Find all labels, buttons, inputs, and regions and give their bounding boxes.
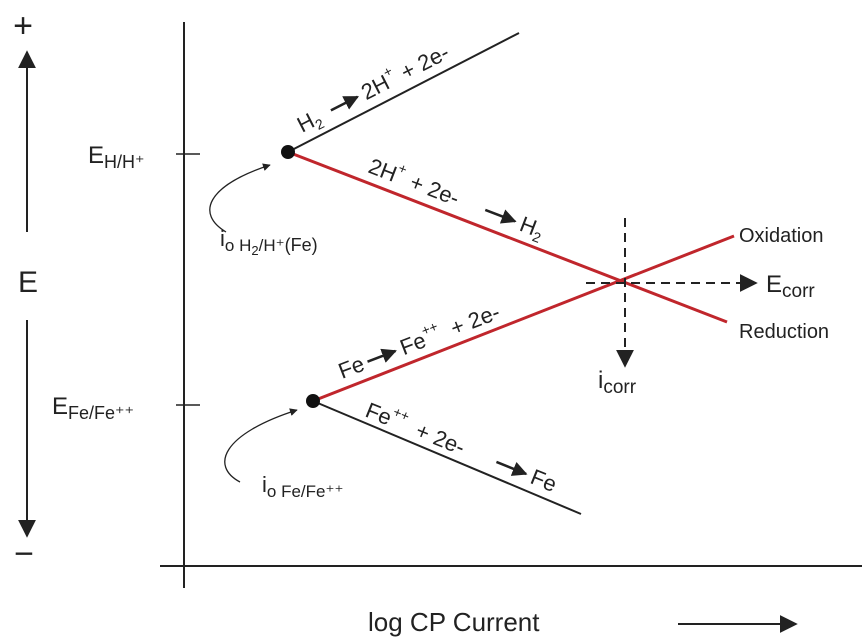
fe-reduction-line [312,400,582,515]
i0-hydrogen-label: io H2/H⁺(Fe) [220,226,318,258]
svg-text:Fe+++ 2e-: Fe+++ 2e- [395,295,503,360]
fe-exchange-point [306,394,320,408]
plus-sign: + [13,7,33,45]
fe-exchange-pointer [224,408,298,483]
h2-oxidation-reaction-label: H2 2H++ 2e- [293,36,453,137]
minus-sign: − [14,535,34,573]
svg-text:Fe: Fe [527,464,560,497]
fe-reduction-reaction-label: Fe+++ 2e- Fe [362,394,560,497]
i-corr-label: icorr [598,367,637,398]
e-hydrogen-label: EH/H⁺ [88,142,145,172]
oxidation-label: Oxidation [739,225,824,247]
reduction-label: Reduction [739,321,829,343]
svg-text:Fe+++ 2e-: Fe+++ 2e- [362,394,470,460]
h-exchange-pointer [209,163,271,233]
e-iron-label: EFe/Fe⁺⁺ [52,393,134,423]
h-exchange-point [281,145,295,159]
i0-iron-label: io Fe/Fe⁺⁺ [262,472,343,501]
fe-oxidation-line [312,234,735,403]
current-axis-label: log CP Current [368,607,540,637]
h-reduction-line [287,150,728,324]
h2-oxidation-line [287,32,520,153]
svg-text:2H++ 2e-: 2H++ 2e- [355,36,453,105]
svg-text:Fe: Fe [335,351,368,384]
fe-oxidation-reaction-label: Fe Fe++ + 2e- [335,295,503,384]
e-corr-label: Ecorr [766,271,815,302]
h-reduction-reaction-label: 2H++ 2e- H2 [365,153,543,246]
potential-axis-label: E [18,266,38,299]
